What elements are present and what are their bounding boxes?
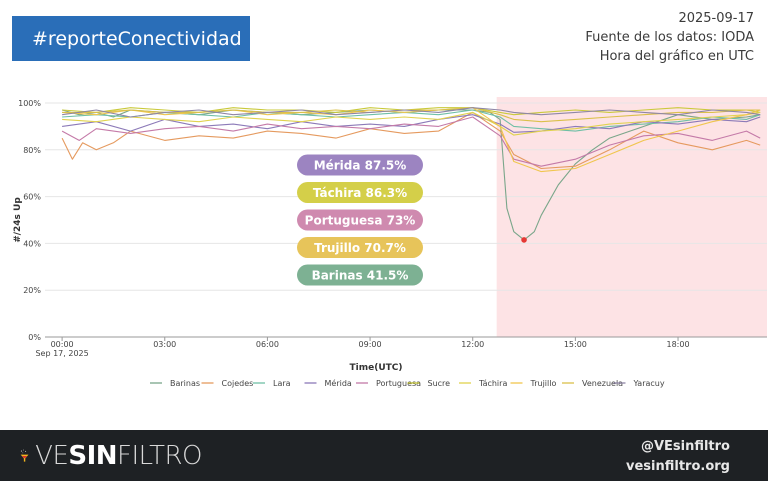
y-tick-label: 0% — [28, 333, 41, 342]
x-axis-title: Time(UTC) — [350, 363, 403, 373]
highlight-region — [496, 97, 767, 337]
region-label-text: Táchira 86.3% — [313, 186, 407, 200]
min-value-marker — [521, 237, 527, 243]
legend-label: Portuguesa — [376, 379, 421, 388]
brand-wordmark: VESINFILTRO — [35, 441, 202, 471]
x-tick-label: 03:00 — [153, 340, 176, 349]
y-tick-label: 80% — [23, 146, 41, 155]
legend-label: Lara — [273, 379, 291, 388]
chart-meta: 2025-09-17 Fuente de los datos: IODA Hor… — [585, 9, 754, 66]
series-line-yaracuy — [62, 107, 761, 118]
x-start-date-label: Sep 17, 2025 — [35, 349, 88, 358]
x-tick-label: 00:00 — [51, 340, 74, 349]
series-line-cojedes — [61, 111, 761, 170]
twitter-handle: @VEsinfiltro — [640, 439, 730, 454]
region-label-pill — [297, 182, 423, 203]
hashtag-title: #reporteConectividad — [32, 27, 242, 50]
region-label-text: Barinas 41.5% — [312, 269, 409, 283]
report-date: 2025-09-17 — [678, 11, 754, 26]
legend-label: Cojedes — [222, 379, 254, 388]
legend-label: Venezuela — [582, 379, 623, 388]
y-axis-title: #/24s Up — [13, 197, 23, 243]
legend-label: Trujillo — [530, 379, 557, 388]
x-tick-label: 15:00 — [564, 340, 587, 349]
region-label-text: Mérida 87.5% — [314, 159, 407, 173]
y-tick-label: 40% — [23, 239, 41, 248]
brand-ve: VE — [35, 441, 69, 471]
connectivity-chart: 0% 20% 40% 60% 80% 100% 00:00 03:00 06:00 09:00 12… — [13, 97, 767, 388]
legend-label: Yaracuy — [633, 379, 665, 388]
brand-filtro: FILTRO — [117, 441, 202, 471]
legend-label: Mérida — [325, 378, 352, 388]
hashtag-banner: #reporteConectividad — [12, 16, 250, 61]
region-label-text: Trujillo 70.7% — [314, 241, 406, 255]
brand-logo: VESINFILTRO — [20, 434, 202, 478]
series-line-sucre — [62, 107, 761, 116]
region-label-pill — [297, 237, 423, 258]
x-tick-label: 09:00 — [359, 340, 382, 349]
y-tick-label: 60% — [23, 193, 41, 202]
x-tick-label: 06:00 — [256, 340, 279, 349]
series-line-venezuela — [62, 107, 761, 123]
website: vesinfiltro.org — [626, 459, 730, 474]
y-tick-label: 20% — [23, 286, 41, 295]
x-tick-label: 12:00 — [461, 340, 484, 349]
legend-label: Táchira — [478, 379, 507, 388]
series-line-portuguesa — [61, 116, 761, 167]
series-line-táchira — [62, 111, 761, 136]
legend-label: Barinas — [170, 379, 200, 388]
data-source: Fuente de los datos: IODA — [585, 30, 754, 45]
region-label-pill — [297, 154, 423, 176]
region-label-text: Portuguesa 73% — [305, 214, 416, 228]
series-line-lara — [62, 109, 761, 132]
brand-sin: SIN — [68, 441, 118, 471]
social-info: @VEsinfiltro vesinfiltro.org — [626, 437, 730, 477]
legend-label: Sucre — [428, 379, 451, 388]
footer-bar — [0, 430, 768, 481]
x-tick-label: 18:00 — [667, 340, 690, 349]
timezone-note: Hora del gráfico en UTC — [599, 49, 754, 64]
region-label-pill — [297, 264, 423, 286]
funnel-icon — [20, 449, 29, 462]
region-label-pill — [297, 209, 423, 231]
y-tick-label: 100% — [18, 99, 41, 108]
